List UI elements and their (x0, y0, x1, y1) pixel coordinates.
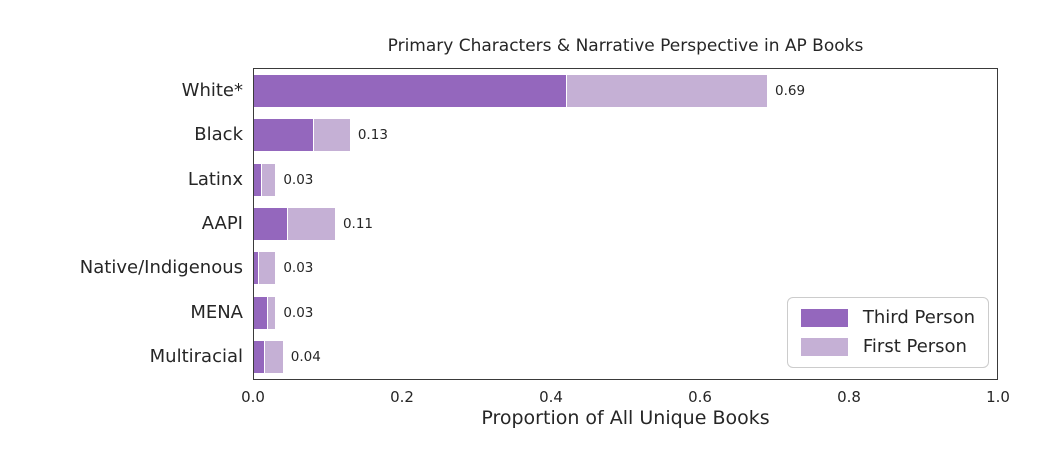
bar-value-label: 0.04 (290, 348, 321, 365)
y-axis-category-label: Multiracial (149, 345, 243, 367)
x-axis-tick-label: 0.2 (390, 388, 414, 406)
bar-segment-first-person (262, 163, 277, 196)
bar-segment-first-person (566, 75, 769, 108)
stacked-bar (254, 340, 284, 373)
y-axis-category-label: AAPI (201, 212, 243, 234)
bar-row: Multiracial 0.04 (150, 335, 997, 379)
x-axis-label: Proportion of All Unique Books (481, 407, 770, 429)
bar-value-label: 0.69 (775, 83, 806, 100)
legend: Third Person First Person (786, 297, 989, 368)
stacked-bar (254, 296, 277, 329)
chart-title: Primary Characters & Narrative Perspecti… (387, 36, 864, 56)
stacked-bar (254, 75, 769, 108)
bar-row: Latinx 0.03 (188, 158, 997, 202)
bar-segment-third-person (254, 75, 567, 108)
bar-value-label: 0.03 (283, 304, 314, 321)
x-axis-tick-label: 1.0 (986, 388, 1010, 406)
bar-segment-third-person (254, 296, 269, 329)
bar-segment-third-person (254, 252, 260, 285)
bar-row: Native/Indigenous 0.03 (80, 246, 997, 290)
bar-segment-third-person (254, 340, 266, 373)
stacked-bar (254, 207, 336, 240)
x-axis-tick-label: 0.4 (539, 388, 563, 406)
bar-segment-first-person (265, 340, 284, 373)
bar-segment-third-person (254, 163, 263, 196)
bar-segment-third-person (254, 207, 289, 240)
y-axis-category-label: Black (194, 124, 243, 146)
bar-value-label: 0.03 (283, 171, 314, 188)
bar-segment-first-person (313, 119, 351, 152)
x-axis-tick-label: 0.0 (241, 388, 265, 406)
y-axis-category-label: Latinx (187, 168, 243, 190)
bar-row: AAPI 0.11 (202, 202, 997, 246)
x-axis-tick-label: 0.6 (688, 388, 712, 406)
bar-segment-first-person (259, 252, 277, 285)
plot-area: White* 0.69 Black 0.13 Latinx 0.03 AAPI 0.11 Nat… (80, 68, 998, 380)
legend-label-third-person: Third Person (862, 307, 975, 328)
bar-segment-third-person (254, 119, 314, 152)
bar-value-label: 0.11 (342, 215, 373, 232)
x-axis-tick-label: 0.8 (837, 388, 861, 406)
bar-row: Black 0.13 (194, 113, 997, 157)
legend-item-third-person: Third Person (800, 307, 975, 328)
bar-segment-first-person (268, 296, 277, 329)
stacked-bar (254, 119, 351, 152)
legend-item-first-person: First Person (800, 336, 975, 357)
bar-row: MENA 0.03 (190, 290, 997, 334)
y-axis-category-label: Native/Indigenous (79, 257, 243, 279)
legend-swatch-first-person (800, 338, 848, 356)
legend-label-first-person: First Person (862, 336, 967, 357)
bar-value-label: 0.03 (283, 260, 314, 277)
stacked-bar (254, 252, 277, 285)
stacked-bar (254, 163, 277, 196)
y-axis-category-label: MENA (190, 301, 243, 323)
legend-swatch-third-person (800, 309, 848, 327)
bar-row: White* 0.69 (182, 69, 997, 113)
bar-segment-first-person (288, 207, 336, 240)
bar-value-label: 0.13 (357, 127, 388, 144)
y-axis-category-label: White* (181, 80, 243, 102)
